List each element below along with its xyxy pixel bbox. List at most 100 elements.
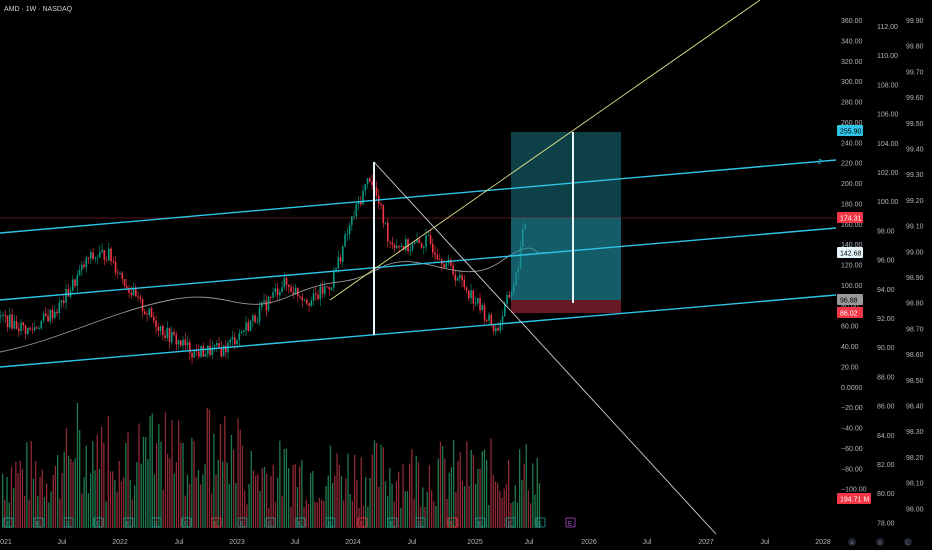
candle-body: [144, 311, 146, 314]
candle-body: [231, 337, 234, 340]
volume-bar: [371, 454, 373, 528]
secondary-axis-2-tick: 99.90: [906, 18, 924, 25]
volume-bar: [83, 477, 85, 528]
secondary-axis-1-tick: 112.00: [877, 24, 898, 31]
candle-body: [56, 311, 58, 314]
candle-body: [177, 340, 180, 345]
volume-bar: [248, 483, 250, 528]
volume-bar: [332, 483, 334, 528]
candle-body: [490, 314, 493, 325]
secondary-axis-2-tick: 98.40: [906, 404, 924, 411]
volume-bar: [510, 503, 512, 528]
volume-bar: [321, 500, 323, 528]
candle-body: [450, 259, 452, 266]
time-axis-tick: 2023: [229, 539, 245, 546]
candle-body: [459, 275, 461, 278]
volume-bar: [140, 463, 142, 528]
candle-body: [456, 277, 459, 281]
volume-bar: [41, 469, 43, 528]
volume-bar: [512, 501, 514, 528]
volume-bar: [160, 441, 162, 528]
volume-bar: [318, 497, 321, 528]
volume-bar: [483, 449, 486, 528]
volume-bar: [413, 498, 415, 528]
candle-body: [119, 272, 121, 274]
candle-body: [461, 275, 463, 281]
volume-bar: [437, 458, 439, 528]
secondary-axis-1-tick: 78.00: [877, 520, 895, 527]
volume-bar: [389, 467, 391, 528]
candle-body: [288, 285, 290, 287]
volume-bar: [530, 503, 532, 528]
earnings-marker-label: E: [66, 521, 71, 528]
candle-body: [497, 327, 499, 331]
volume-bar: [250, 451, 252, 528]
secondary-axis-2-tick: 98.60: [906, 352, 924, 359]
price-axis-tick: 360.00: [841, 18, 863, 25]
candle-body: [153, 316, 155, 321]
candle-body: [297, 288, 299, 296]
candle-body: [470, 290, 472, 299]
volume-bar: [261, 468, 263, 528]
price-axis-tick: 220.00: [841, 161, 863, 168]
volume-bar: [323, 500, 325, 528]
axis-icon-label: A: [850, 541, 854, 547]
time-axis-tick: 2021: [0, 539, 12, 546]
candle-body: [312, 293, 315, 301]
candle-body: [355, 203, 358, 217]
price-badge: [837, 493, 871, 504]
volume-bar: [169, 458, 171, 528]
time-axis-tick: 2028: [815, 539, 831, 546]
candle-body: [333, 271, 335, 288]
price-axis-tick: 260.00: [841, 120, 863, 127]
volume-bar: [505, 484, 508, 528]
volume-bar: [228, 483, 230, 528]
earnings-marker-label: E: [96, 521, 101, 528]
candle-body: [132, 288, 135, 296]
volume-bar: [290, 506, 292, 528]
volume-bar: [191, 437, 193, 528]
candle-body: [209, 345, 211, 356]
candle-body: [0, 315, 2, 317]
candle-body: [216, 343, 218, 346]
volume-bar: [475, 483, 477, 528]
volume-bar: [292, 464, 294, 528]
volume-bar: [380, 444, 382, 528]
volume-bar: [360, 457, 362, 528]
secondary-axis-1-tick: 80.00: [877, 491, 895, 498]
channel-middle-line: [0, 227, 837, 301]
volume-bar: [263, 466, 266, 528]
earnings-marker-label: E: [36, 521, 41, 528]
stop-zone: [511, 300, 621, 313]
volume-bar: [72, 461, 74, 528]
volume-bar: [112, 471, 114, 528]
volume-bar: [145, 437, 147, 528]
candle-body: [337, 257, 340, 269]
drawings: 2 E E E E E E E E E E E E E E E E E E E E: [0, 0, 837, 535]
volume-bar: [2, 473, 4, 528]
candle-body: [117, 272, 119, 274]
candle-body: [276, 288, 279, 296]
volume-bar: [316, 502, 318, 528]
earnings-marker-label: E: [538, 521, 543, 528]
volume-bar: [285, 448, 288, 528]
candle-body: [78, 270, 81, 276]
candle-body: [256, 321, 259, 323]
volume-bar: [492, 475, 494, 528]
secondary-axis-1-tick: 90.00: [877, 345, 895, 352]
candle-body: [234, 337, 236, 345]
volume-bar: [65, 428, 68, 528]
time-axis-tick: Jul: [291, 539, 300, 546]
candle-body: [308, 303, 310, 306]
price-axis-tick: 80.00: [841, 303, 859, 310]
candle-body: [364, 184, 367, 191]
candle-body: [290, 286, 292, 293]
volume-bar: [85, 445, 87, 528]
candle-body: [344, 234, 346, 247]
volume-bar: [488, 505, 490, 528]
candle-body: [175, 334, 178, 345]
earnings-marker: [325, 517, 336, 528]
volume-bar: [164, 412, 167, 528]
volume-bar: [519, 449, 521, 528]
